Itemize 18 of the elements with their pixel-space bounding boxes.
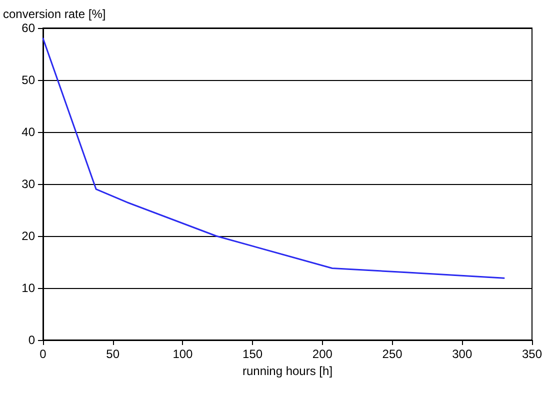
y-tick-label: 20 <box>22 229 36 243</box>
x-tick-label: 100 <box>172 347 194 361</box>
line-series <box>42 38 505 279</box>
x-tick-label: 350 <box>522 347 542 361</box>
y-tick-label: 0 <box>28 333 36 347</box>
y-tick-label: 40 <box>22 125 36 139</box>
x-tick-label: 50 <box>106 347 120 361</box>
y-tick-label: 30 <box>22 177 36 191</box>
y-tick-label: 10 <box>22 281 36 295</box>
x-tick-label: 200 <box>312 347 333 361</box>
y-tick-label: 60 <box>22 21 36 35</box>
x-tick-label: 250 <box>382 347 403 361</box>
x-tick-label: 0 <box>40 347 47 361</box>
x-tick-label: 150 <box>242 347 263 361</box>
y-tick-label: 50 <box>22 73 36 87</box>
y-axis-title: conversion rate [%] <box>3 7 106 21</box>
x-tick-label: 300 <box>452 347 472 361</box>
x-axis-title: running hours [h] <box>242 364 333 378</box>
